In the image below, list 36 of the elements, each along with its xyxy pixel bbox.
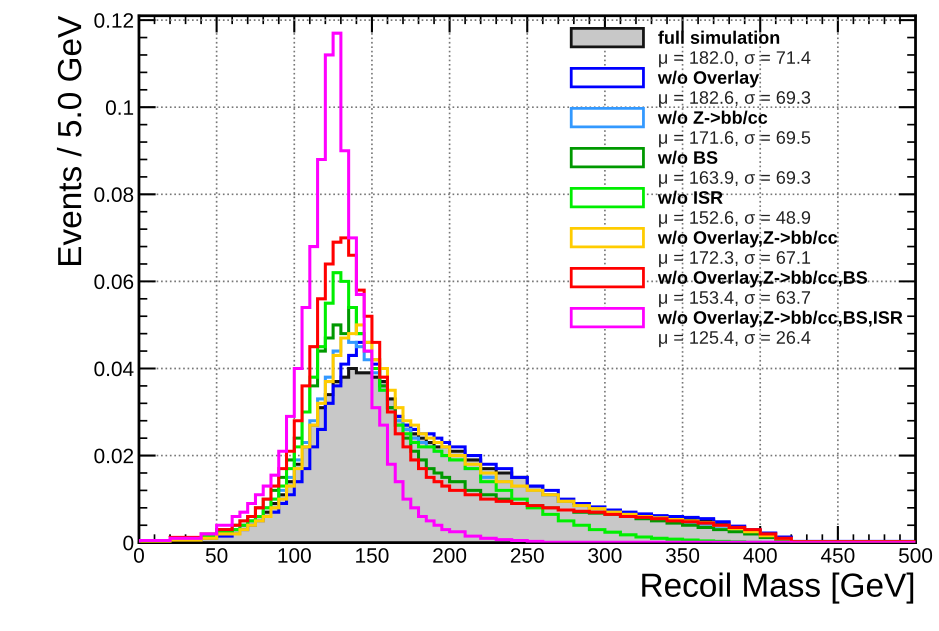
annotation: μ = 172.3, σ = 67.1 <box>659 251 810 268</box>
y-tick-label: 0.12 <box>94 13 134 28</box>
x-tick-label: 500 <box>898 548 932 563</box>
x-tick-label: 150 <box>356 548 389 563</box>
x-tick-label: 450 <box>820 548 854 563</box>
legend-label: full simulation <box>658 30 780 44</box>
annotation: μ = 171.6, σ = 69.5 <box>659 131 810 148</box>
x-tick-label: 0 <box>134 548 144 563</box>
x-tick-label: 200 <box>433 548 466 563</box>
y-axis-title: Events / 5.0 GeV <box>56 16 82 266</box>
legend-label: w/o ISR <box>658 190 723 204</box>
x-tick-label: 250 <box>510 548 544 563</box>
y-tick-label: 0.04 <box>94 361 134 376</box>
x-axis-title: Recoil Mass [GeV] <box>642 572 914 604</box>
annotation: μ = 182.0, σ = 71.4 <box>659 51 810 68</box>
x-tick-label: 400 <box>743 548 777 563</box>
y-tick-label: 0.08 <box>94 187 134 202</box>
y-tick-label: 0 <box>123 536 134 550</box>
legend-label: w/o Overlay,Z->bb/cc <box>658 230 838 248</box>
x-tick-label: 50 <box>206 548 228 563</box>
legend-label: w/o Z->bb/cc <box>658 110 768 124</box>
legend-label: w/o Overlay,Z->bb/cc,BS <box>658 270 868 288</box>
y-tick-label: 0.06 <box>94 274 134 290</box>
legend-label: w/o BS <box>658 150 718 164</box>
x-tick-label: 350 <box>666 548 700 563</box>
x-tick-label: 100 <box>278 548 311 563</box>
annotation: μ = 163.9, σ = 69.3 <box>659 171 810 188</box>
annotation: μ = 125.4, σ = 26.4 <box>659 331 810 348</box>
annotation: μ = 152.6, σ = 48.9 <box>659 211 810 228</box>
x-tick-label: 300 <box>588 548 622 563</box>
annotation: μ = 153.4, σ = 63.7 <box>659 291 810 308</box>
y-tick-label: 0.1 <box>106 100 134 115</box>
annotation: μ = 182.6, σ = 69.3 <box>659 91 810 108</box>
legend-label: w/o Overlay <box>658 70 760 88</box>
y-tick-label: 0.02 <box>94 448 134 464</box>
legend-label: w/o Overlay,Z->bb/cc,BS,ISR <box>658 310 903 328</box>
